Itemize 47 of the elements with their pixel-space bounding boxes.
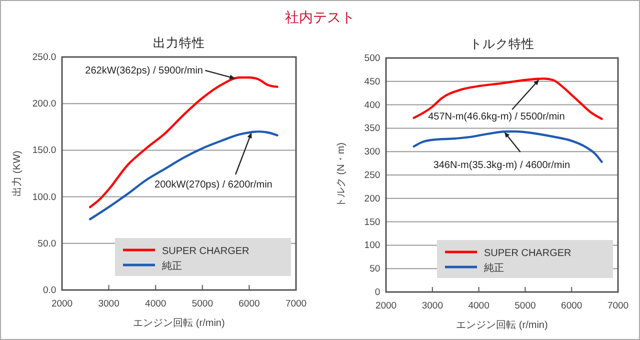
- x-axis-title: エンジン回転 (r/min): [456, 320, 548, 331]
- y-tick-label: 200: [364, 193, 380, 204]
- line-series: [88, 130, 278, 220]
- chart-title: 出力特性: [153, 36, 205, 50]
- x-tick-label: 6000: [561, 300, 582, 312]
- x-tick-label: 3000: [422, 300, 443, 312]
- y-tick-label: 400: [364, 100, 380, 111]
- y-tick-label: 50: [370, 264, 380, 275]
- x-tick-label: 2000: [51, 298, 73, 310]
- legend-label: 純正: [162, 260, 182, 272]
- y-tick-label: 250: [364, 170, 380, 182]
- y-axis-title: 出力 (KW): [11, 150, 23, 196]
- x-axis-title: エンジン回転 (r/min): [133, 318, 225, 329]
- y-axis-title: トルク (N・m): [336, 142, 347, 208]
- x-tick-label: 6000: [238, 298, 260, 310]
- legend-label: SUPER CHARGER: [162, 246, 250, 257]
- y-tick-label: 350: [364, 123, 380, 134]
- text: 社内テスト: [285, 9, 355, 25]
- x-tick-label: 5000: [514, 300, 536, 312]
- x-tick-label: 4000: [145, 298, 166, 310]
- y-tick-label: 50.0: [38, 238, 56, 250]
- x-tick-label: 5000: [192, 298, 213, 310]
- y-tick-label: 200.0: [32, 98, 56, 110]
- annotation: 262kW(362ps) / 5900r/min: [85, 65, 204, 76]
- y-tick-label: 300: [364, 146, 380, 158]
- legend-label: SUPER CHARGER: [484, 248, 572, 259]
- y-tick-label: 450: [364, 76, 380, 88]
- y-tick-label: 100.0: [32, 192, 56, 203]
- annotation: 346N-m(35.3kg-m) / 4600r/min: [433, 160, 570, 171]
- y-tick-label: 0: [374, 287, 380, 298]
- chart-title: トルク特性: [470, 37, 534, 51]
- line-series: [412, 77, 603, 120]
- x-tick-label: 3000: [98, 298, 120, 310]
- x-tick-label: 7000: [285, 298, 307, 310]
- y-tick-label: 500: [364, 53, 380, 64]
- y-tick-label: 0.0: [42, 285, 56, 296]
- y-tick-label: 150: [364, 216, 380, 228]
- legend-label: 純正: [484, 262, 504, 274]
- y-tick-label: 150.0: [32, 145, 56, 156]
- y-tick-label: 100: [364, 240, 380, 252]
- line-series: [88, 76, 278, 208]
- x-tick-label: 4000: [468, 300, 490, 312]
- y-tick-label: 250.0: [32, 52, 56, 64]
- annotation: 200kW(270ps) / 6200r/min: [154, 179, 272, 190]
- x-tick-label: 7000: [607, 300, 629, 312]
- annotation: 457N-m(46.6kg-m) / 5500r/min: [428, 112, 565, 123]
- x-tick-label: 2000: [375, 300, 397, 312]
